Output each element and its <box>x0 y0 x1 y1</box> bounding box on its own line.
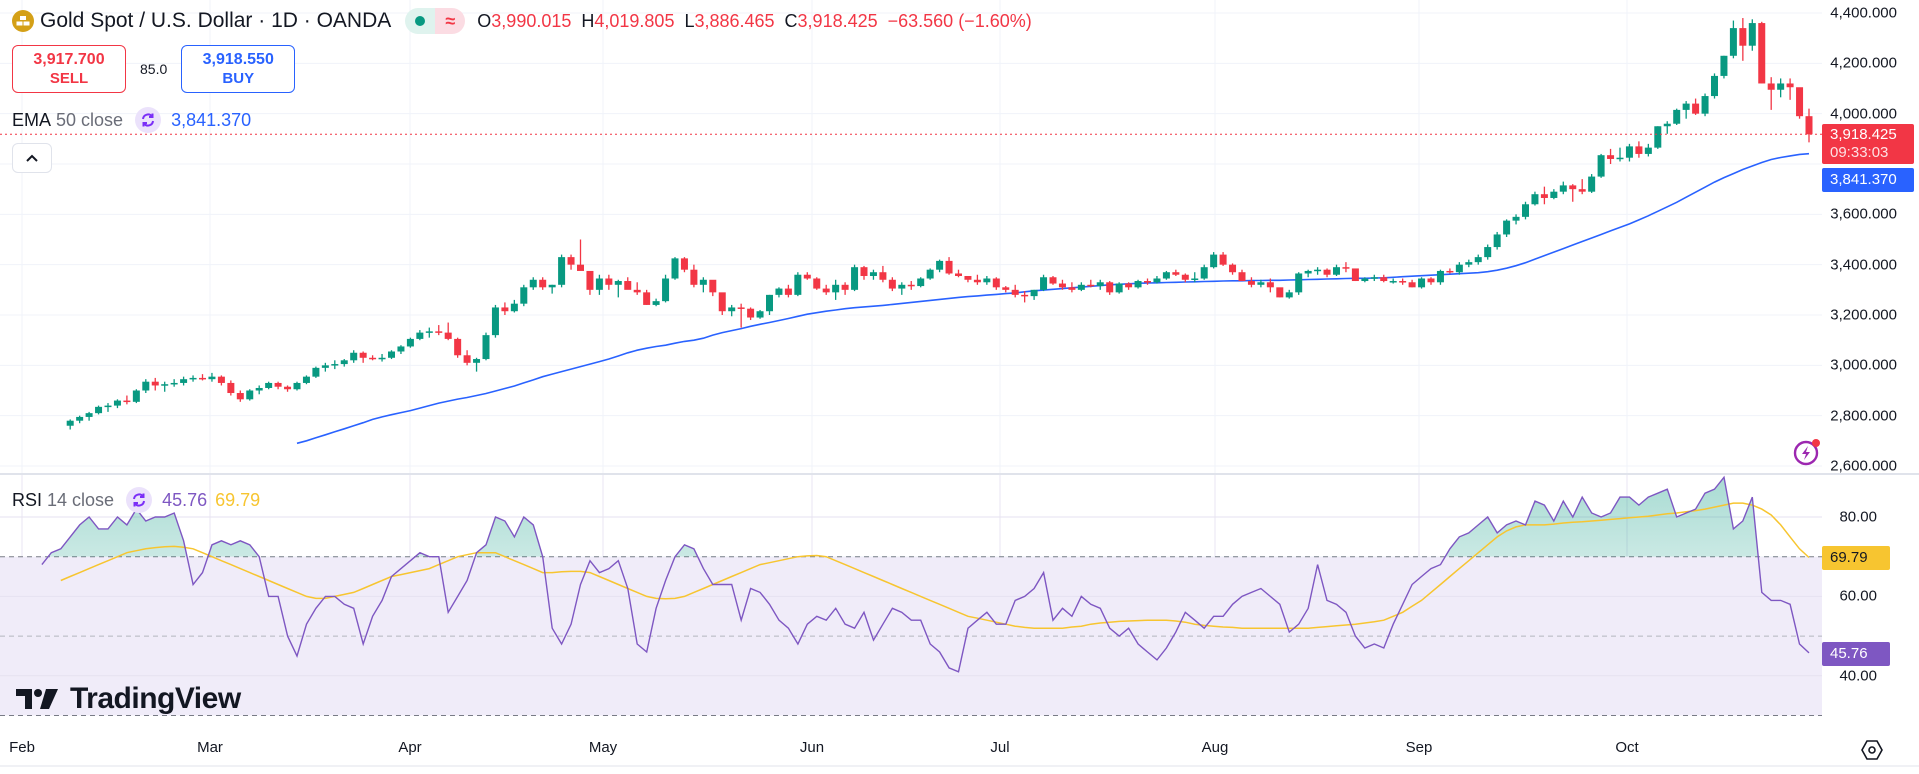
rsi-value: 45.76 <box>162 489 208 510</box>
buy-button[interactable]: 3,918.550 BUY <box>181 45 296 93</box>
ema-params: 50 close <box>56 109 124 130</box>
price-axis-label: 3,000.000 <box>1830 356 1897 374</box>
price-axis-label: 2,600.000 <box>1830 457 1897 475</box>
change-value: −63.560 (−1.60%) <box>887 10 1032 31</box>
time-axis-label: Aug <box>1201 739 1229 756</box>
ema-price-tag: 3,841.370 <box>1822 168 1914 192</box>
time-axis-label: Feb <box>9 739 35 756</box>
close-key: C <box>784 10 798 31</box>
price-axis-label: 4,200.000 <box>1830 54 1897 72</box>
buy-price: 3,918.550 <box>202 51 274 68</box>
approx-delay-icon: ≈ <box>435 8 466 34</box>
price-axis-label: 2,800.000 <box>1830 407 1897 425</box>
sell-button[interactable]: 3,917.700 SELL <box>12 45 126 93</box>
price-axis-label: 3,400.000 <box>1830 256 1897 274</box>
close-value: 3,918.425 <box>797 10 878 31</box>
symbol-legend: Gold Spot / U.S. Dollar · 1D · OANDA ≈ O… <box>12 8 1032 34</box>
time-axis-label: Mar <box>197 739 223 756</box>
chevron-up-icon <box>26 154 38 162</box>
ema-name: EMA <box>12 109 52 130</box>
ema-line <box>296 152 1810 445</box>
open-value: 3,990.015 <box>491 10 572 31</box>
rsi-ma-tag: 69.79 <box>1822 546 1890 570</box>
trade-panel: 3,917.700 SELL 85.0 3,918.550 BUY <box>12 45 296 93</box>
ema-legend[interactable]: EMA 50 close 3,841.370 <box>12 107 251 133</box>
low-value: 3,886.465 <box>694 10 775 31</box>
rsi-line <box>41 475 1810 673</box>
rsi-axis-label: 60.00 <box>1839 587 1877 605</box>
market-status[interactable]: ≈ <box>405 8 466 34</box>
low-key: L <box>684 10 695 31</box>
ohlc-values: O3,990.015 H4,019.805 L3,886.465 C3,918.… <box>477 11 1031 32</box>
high-key: H <box>581 10 595 31</box>
open-key: O <box>477 10 492 31</box>
time-axis-label: Jun <box>799 739 825 756</box>
sell-price: 3,917.700 <box>33 51 105 68</box>
bar-countdown: 09:33:03 <box>1830 144 1889 161</box>
chart-settings-button[interactable] <box>1860 738 1884 762</box>
price-axis-label: 3,200.000 <box>1830 306 1897 324</box>
time-axis-label: Oct <box>1615 739 1639 756</box>
time-axis-label: May <box>588 739 618 756</box>
rsi-ma-value: 69.79 <box>215 489 261 510</box>
rsi-legend[interactable]: RSI 14 close 45.76 69.79 <box>12 487 260 513</box>
rsi-axis-label: 80.00 <box>1839 508 1877 526</box>
time-axis-label: Apr <box>398 739 422 756</box>
tradingview-logo[interactable]: TradingView <box>16 682 241 716</box>
time-axis-label: Sep <box>1405 739 1433 756</box>
sell-label: SELL <box>49 70 89 87</box>
lightning-icon <box>1793 439 1820 466</box>
ema-value: 3,841.370 <box>171 109 252 130</box>
candlestick-series <box>66 18 1813 430</box>
rsi-tag: 45.76 <box>1822 642 1890 666</box>
settings-hex-icon <box>1861 740 1883 760</box>
rsi-name: RSI <box>12 489 43 510</box>
price-axis-label: 4,400.000 <box>1830 4 1897 22</box>
buy-label: BUY <box>222 70 255 87</box>
symbol-title[interactable]: Gold Spot / U.S. Dollar · 1D · OANDA <box>40 9 392 32</box>
last-price: 3,918.425 <box>1830 126 1897 143</box>
spread-value: 85.0 <box>140 61 168 77</box>
gold-bars-icon <box>12 10 34 32</box>
flash-button[interactable] <box>1792 437 1822 467</box>
high-value: 4,019.805 <box>594 10 675 31</box>
last-price-tag: 3,918.425 09:33:03 <box>1822 124 1914 164</box>
collapse-legend-button[interactable] <box>12 143 52 173</box>
price-axis-label: 4,000.000 <box>1830 105 1897 123</box>
rsi-axis-label: 40.00 <box>1839 667 1877 685</box>
rsi-params: 14 close <box>47 489 115 510</box>
tradingview-logo-icon <box>16 689 58 709</box>
time-axis-label: Jul <box>990 739 1010 756</box>
price-axis-label: 3,600.000 <box>1830 205 1897 223</box>
refresh-icon[interactable] <box>126 487 153 513</box>
tradingview-logo-text: TradingView <box>70 682 241 715</box>
market-open-dot-icon <box>405 8 436 34</box>
refresh-icon[interactable] <box>135 107 162 133</box>
